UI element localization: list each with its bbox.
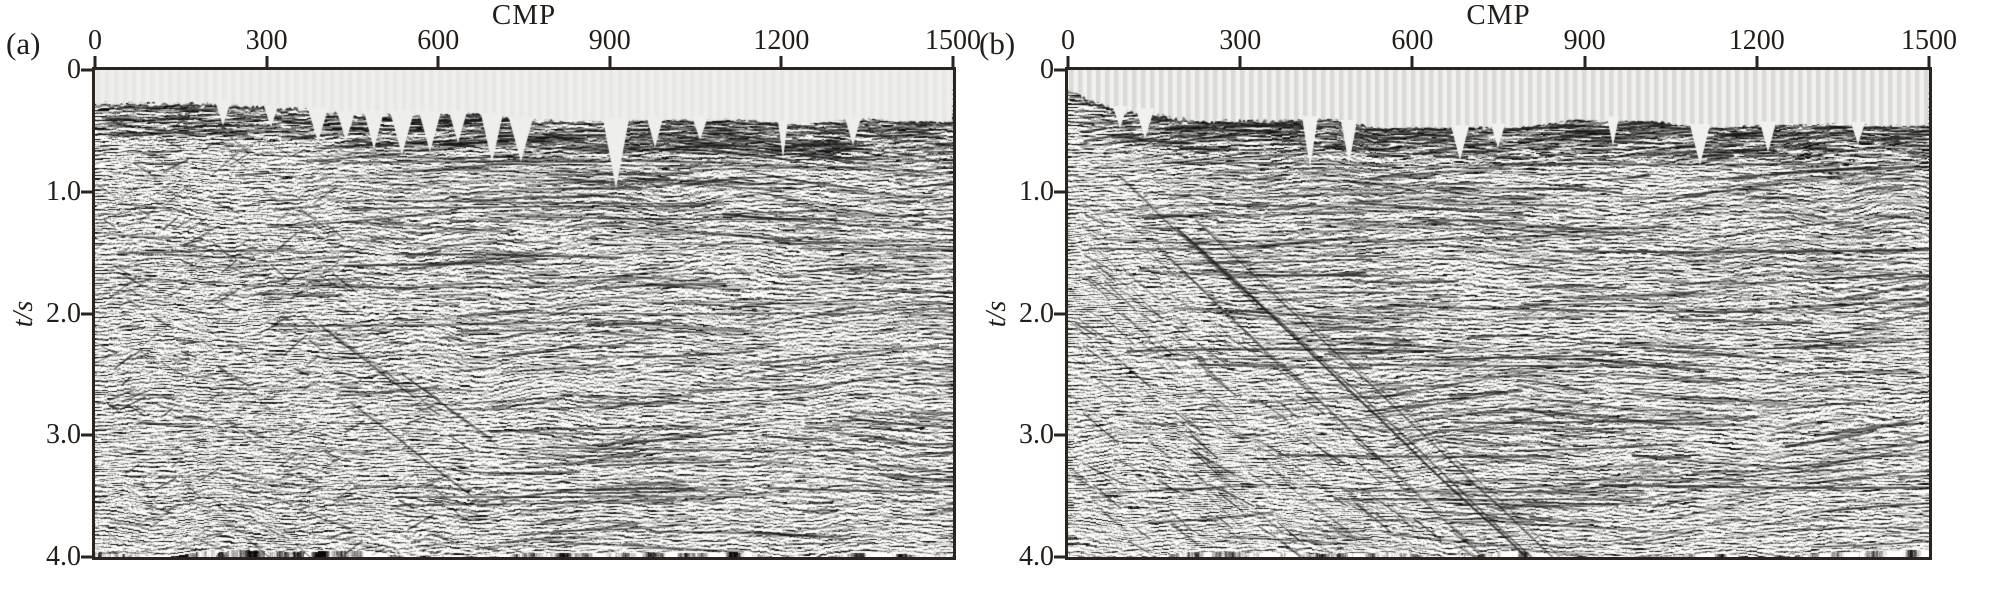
- y-tick-mark: [81, 190, 93, 194]
- x-tick-mark: [951, 56, 955, 68]
- y-axis-title: t/s: [981, 300, 1012, 327]
- panel-label-b: (b): [979, 26, 1016, 61]
- x-tick-label: 0: [1061, 25, 1075, 56]
- x-tick-mark: [1238, 56, 1242, 68]
- y-tick-label: 1.0: [46, 175, 81, 207]
- x-tick-mark: [93, 56, 97, 68]
- x-tick-label: 1500: [1901, 25, 1957, 56]
- x-tick-mark: [1410, 56, 1414, 68]
- y-tick-mark: [81, 312, 93, 315]
- x-tick-label: 900: [588, 25, 631, 56]
- x-tick-label: 900: [1563, 25, 1606, 56]
- y-tick-label: 4.0: [1019, 541, 1054, 572]
- y-tick-label: 3.0: [1019, 419, 1054, 451]
- plot-area-a: CMP 0 300 600 900 1200 1500 0 1.0 2.0 3.…: [8, 0, 981, 572]
- y-tick-mark: [81, 433, 93, 437]
- y-tick-mark: [1054, 555, 1066, 559]
- x-tick-mark: [265, 56, 269, 68]
- seismic-image-a: [95, 70, 953, 557]
- x-axis-title: CMP: [491, 0, 557, 31]
- y-tick-mark: [1054, 433, 1066, 437]
- x-tick-mark: [436, 56, 440, 68]
- y-tick-mark: [1054, 312, 1066, 315]
- seismic-image-b: [1068, 70, 1929, 557]
- x-tick-mark: [779, 56, 783, 68]
- x-tick-mark: [1583, 56, 1587, 68]
- y-tick-label: 1.0: [1019, 175, 1054, 207]
- panel-label-a: (a): [6, 26, 41, 61]
- y-tick-mark: [1054, 190, 1066, 194]
- y-tick-label: 4.0: [46, 541, 81, 572]
- y-tick-mark: [1054, 68, 1066, 72]
- y-tick-label: 2.0: [46, 297, 81, 329]
- x-tick-label: 1500: [925, 25, 981, 56]
- x-tick-label: 300: [245, 25, 288, 56]
- x-tick-label: 600: [417, 25, 460, 56]
- y-tick-label: 3.0: [46, 419, 81, 451]
- x-tick-mark: [1927, 56, 1931, 68]
- y-tick-mark: [81, 68, 93, 72]
- x-tick-label: 0: [88, 25, 102, 56]
- x-tick-label: 1200: [1728, 25, 1785, 56]
- x-tick-label: 600: [1391, 25, 1434, 56]
- y-axis-title: t/s: [8, 300, 39, 327]
- y-tick-label: 2.0: [1019, 297, 1054, 329]
- x-axis-title: CMP: [1466, 0, 1531, 31]
- x-tick-mark: [608, 56, 612, 68]
- x-tick-label: 300: [1219, 25, 1262, 56]
- x-tick-mark: [1066, 56, 1070, 68]
- y-tick-mark: [81, 555, 93, 559]
- x-tick-label: 1200: [753, 25, 810, 56]
- plot-area-b: CMP 0 300 600 900 1200 1500 0 1.0 2.0 3.…: [981, 0, 1957, 572]
- y-tick-label: 0: [67, 54, 81, 85]
- y-tick-label: 0: [1040, 54, 1054, 85]
- x-tick-mark: [1755, 56, 1759, 68]
